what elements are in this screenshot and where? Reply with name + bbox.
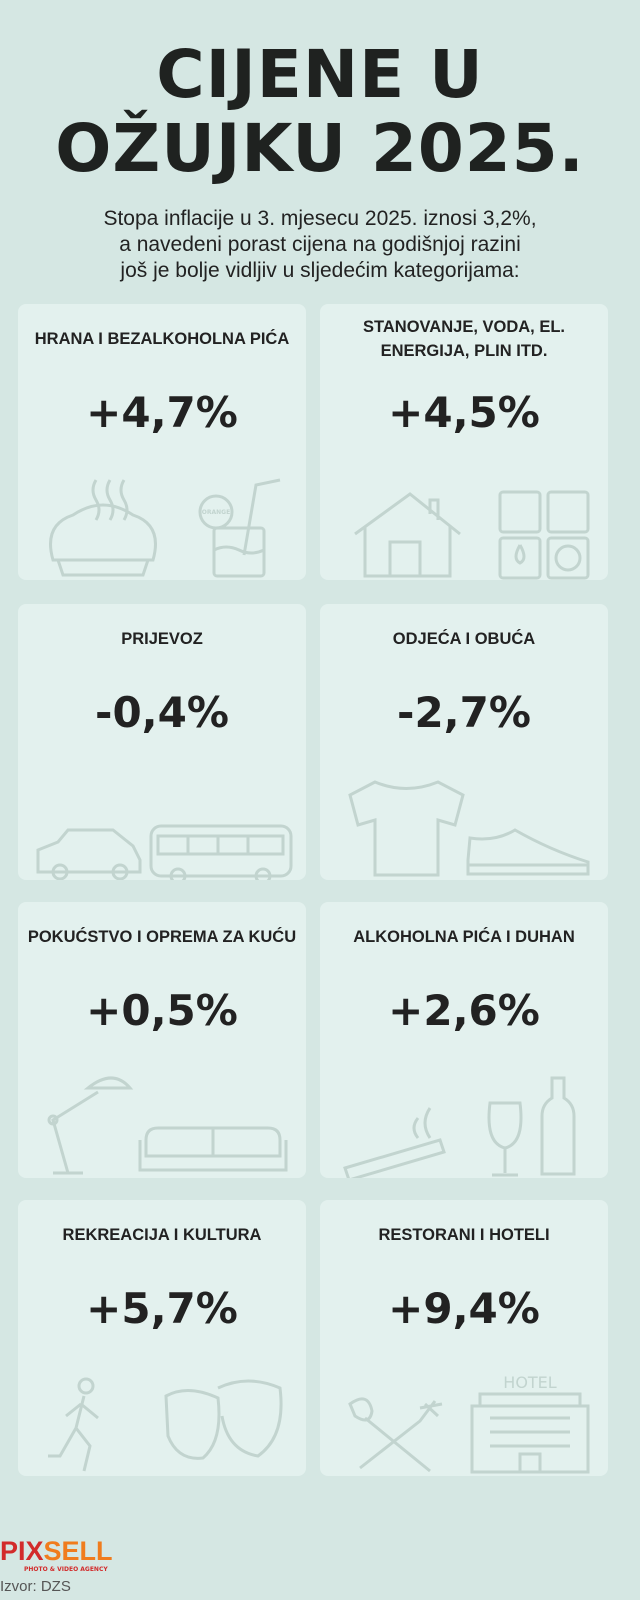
logo-tagline: PHOTO & VIDEO AGENCY [24, 1566, 108, 1573]
category-card-transport: PRIJEVOZ -0,4% [18, 604, 306, 880]
intro-text: Stopa inflacije u 3. mjesecu 2025. iznos… [0, 206, 640, 284]
category-title: RESTORANI I HOTELI [378, 1226, 550, 1244]
hotel-sign-text: HOTEL [503, 1373, 557, 1392]
intro-line: Stopa inflacije u 3. mjesecu 2025. iznos… [103, 207, 537, 230]
cutlery-hotel-icon: HOTEL [348, 1373, 590, 1474]
category-value: +2,6% [388, 986, 540, 1035]
category-title: ALKOHOLNA PIĆA I DUHAN [353, 928, 575, 946]
category-card-food: HRANA I BEZALKOHOLNA PIĆA +4,7% ORANGE [18, 304, 306, 580]
lemonade-label-text: ORANGE [202, 509, 230, 516]
page-title: CIJENE U OŽUJKU 2025. [0, 38, 640, 186]
tshirt-sneaker-icon [348, 780, 590, 877]
category-card-housing: STANOVANJE, VODA, EL. ENERGIJA, PLIN ITD… [320, 304, 608, 580]
category-value: +4,5% [388, 388, 540, 437]
category-title: ODJEĆA I OBUĆA [392, 630, 536, 648]
logo-part1: PIX [0, 1536, 44, 1566]
car-bus-icon [36, 824, 293, 880]
category-value: -0,4% [95, 688, 229, 737]
pie-lemonade-icon: ORANGE [49, 478, 281, 578]
category-card-furniture: POKUĆSTVO I OPREMA ZA KUĆU +0,5% [18, 902, 306, 1178]
intro-line: a navedeni porast cijena na godišnjoj ra… [119, 233, 521, 256]
category-value: +0,5% [86, 986, 238, 1035]
house-utilities-icon [354, 490, 590, 580]
category-title: STANOVANJE, VODA, EL. ENERGIJA, PLIN ITD… [363, 318, 565, 360]
category-value: +4,7% [86, 388, 238, 437]
category-card-alcohol: ALKOHOLNA PIĆA I DUHAN +2,6% [320, 902, 608, 1178]
logo-part2: SELL [43, 1536, 113, 1566]
category-value: +5,7% [86, 1284, 238, 1333]
cigarette-wine-icon [343, 1076, 576, 1178]
category-value: +9,4% [388, 1284, 540, 1333]
category-title: REKREACIJA I KULTURA [62, 1226, 262, 1244]
category-title: POKUĆSTVO I OPREMA ZA KUĆU [27, 928, 297, 946]
title-line-2: OŽUJKU 2025. [55, 110, 585, 187]
intro-line: još je bolje vidljiv u sljedećim kategor… [120, 259, 520, 282]
category-value: -2,7% [397, 688, 531, 737]
category-card-recreation: REKREACIJA I KULTURA +5,7% [18, 1200, 306, 1476]
source-text: Izvor: DZS [0, 1578, 71, 1595]
runner-masks-icon [48, 1377, 283, 1472]
title-line-1: CIJENE U [156, 36, 484, 113]
category-title: PRIJEVOZ [121, 630, 203, 648]
lamp-sofa-icon [47, 1076, 288, 1175]
category-card-clothing: ODJEĆA I OBUĆA -2,7% [320, 604, 608, 880]
category-card-restaurants: RESTORANI I HOTELI +9,4% HOTEL [320, 1200, 608, 1476]
pixsell-logo: PIXSELL PHOTO & VIDEO AGENCY [0, 1536, 113, 1574]
category-title: HRANA I BEZALKOHOLNA PIĆA [34, 330, 290, 348]
